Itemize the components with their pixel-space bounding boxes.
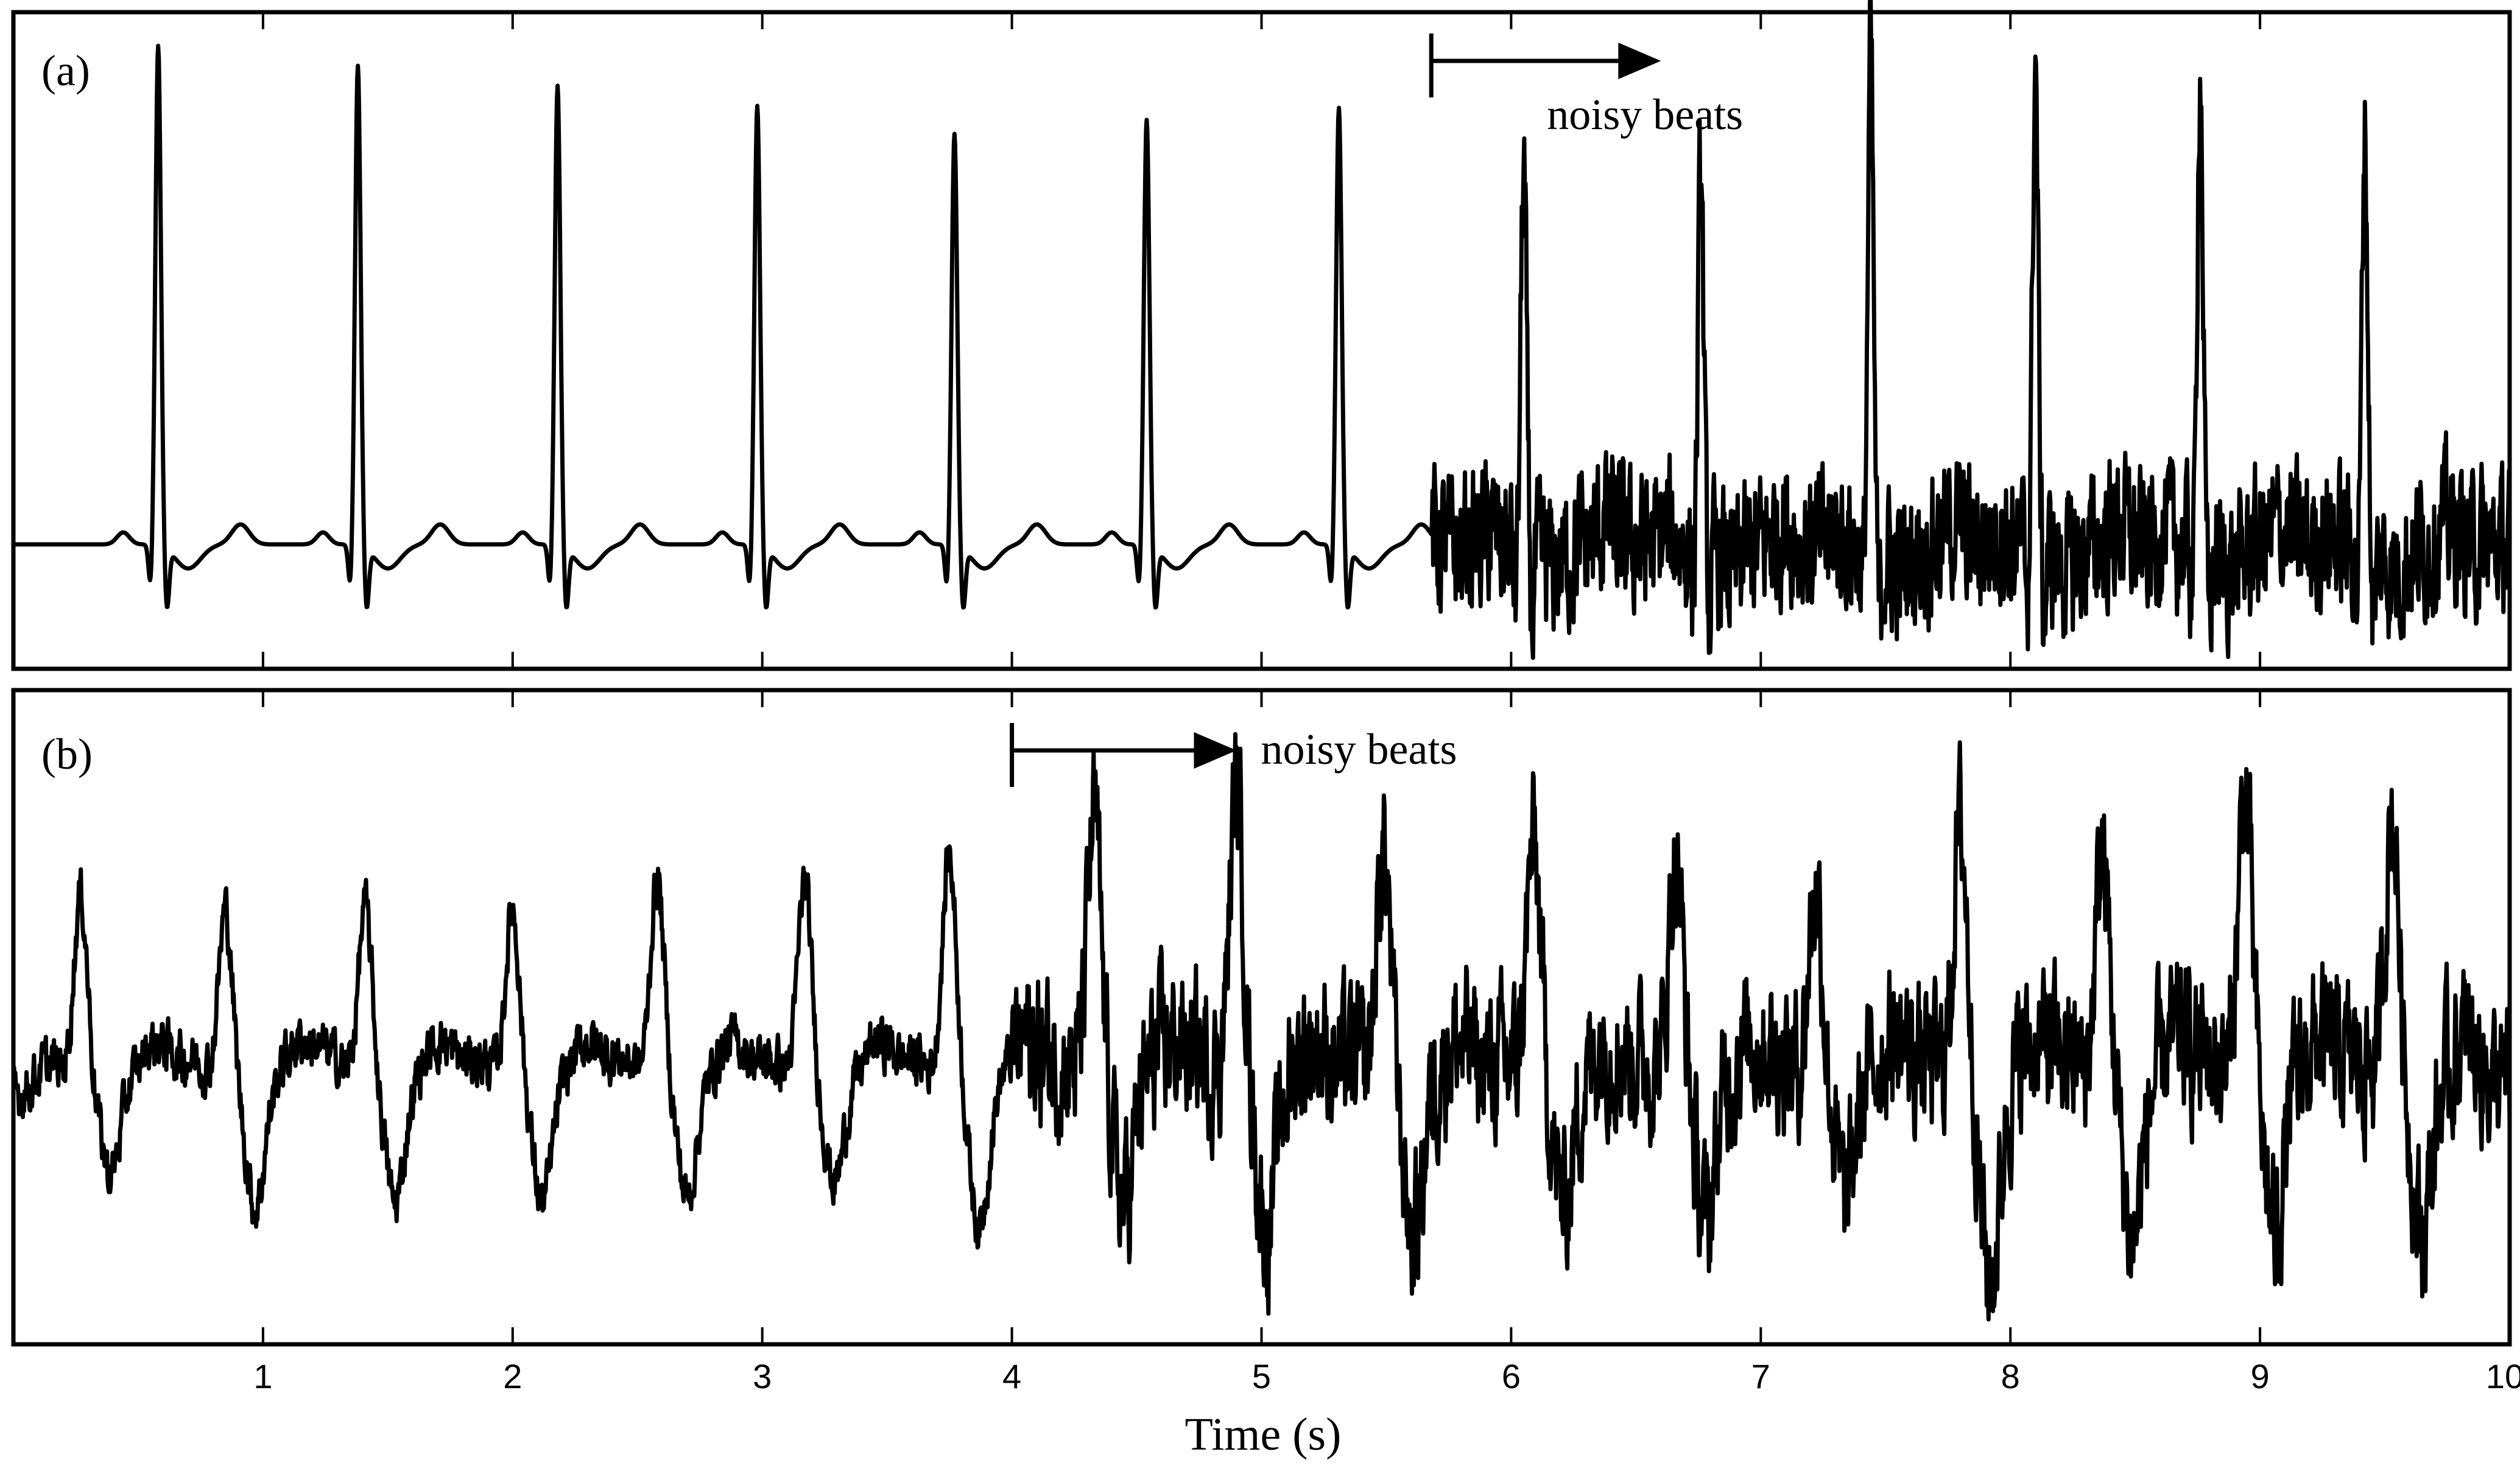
x-tick-label: 6: [1502, 1357, 1521, 1395]
x-tick-label: 5: [1252, 1357, 1271, 1395]
panel-b-annotation-text: noisy beats: [1261, 725, 1457, 774]
x-tick-label: 1: [253, 1357, 272, 1395]
panel-b-label: (b): [41, 730, 93, 778]
x-tick-label: 10: [2486, 1357, 2520, 1395]
panel-b-annotation-arrowhead: [1194, 732, 1237, 769]
panel-b-ticks: [261, 690, 2511, 1344]
panel-a-ticks: [261, 12, 2511, 669]
x-tick-label: 8: [2001, 1357, 2020, 1395]
panel-b: (b) 1 2 3 4 5 6 7 8 9 10 noisy beats: [11, 688, 2520, 1395]
x-tick-label: 4: [1002, 1357, 1021, 1395]
panel-a-ecg-trace: [11, 0, 2512, 660]
panel-a-annotation-arrowhead: [1618, 43, 1661, 79]
panel-a-annotation: noisy beats: [1429, 34, 1743, 139]
panel-a-label: (a): [41, 46, 90, 95]
x-tick-label: 9: [2251, 1357, 2270, 1395]
x-tick-label: 7: [1751, 1357, 1770, 1395]
panel-b-tick-labels: 1 2 3 4 5 6 7 8 9 10: [253, 1357, 2520, 1395]
panel-a-annotation-text: noisy beats: [1547, 90, 1743, 139]
panel-a: (a) noisy beats: [11, 0, 2512, 671]
panel-b-pulse-trace: [11, 732, 2512, 1322]
x-tick-label: 3: [753, 1357, 772, 1395]
x-tick-label: 2: [503, 1357, 522, 1395]
x-axis-label: Time (s): [1185, 1409, 1342, 1460]
panel-b-annotation: noisy beats: [1010, 723, 1457, 787]
